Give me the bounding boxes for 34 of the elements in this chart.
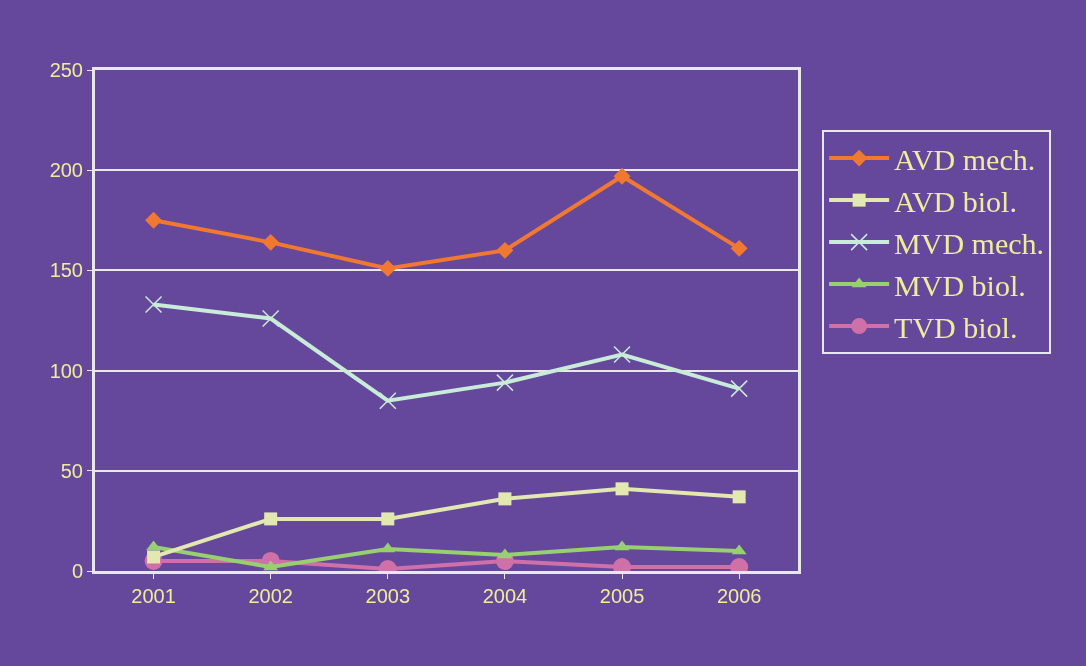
point: [261, 309, 280, 328]
y-tick-label: 100: [49, 359, 83, 382]
point: [379, 391, 397, 410]
y-tick-label: 0: [71, 560, 83, 582]
x-tick-label: 2001: [131, 585, 176, 607]
x-tick-label: 2003: [365, 585, 411, 607]
point: [615, 482, 629, 496]
point: [496, 241, 514, 259]
point: [496, 373, 514, 392]
legend-label: AVD mech.: [894, 142, 1036, 176]
x-tick-label: 2004: [482, 585, 528, 607]
legend-label: MVD mech.: [894, 226, 1045, 260]
x-tick-label: 2006: [716, 585, 762, 607]
point: [730, 379, 748, 398]
point: [145, 211, 163, 229]
point: [144, 295, 163, 314]
y-tick-label: 200: [49, 159, 83, 182]
legend-label: AVD biol.: [894, 184, 1017, 218]
x-tick-label: 2005: [599, 585, 645, 607]
point: [732, 490, 746, 504]
y-tick-label: 150: [49, 259, 83, 282]
point: [262, 233, 280, 251]
legend-label: TVD biol.: [894, 310, 1018, 344]
point: [379, 259, 397, 277]
point: [381, 512, 395, 526]
point: [498, 492, 512, 506]
x-tick-label: 2002: [248, 585, 293, 607]
legend-label: MVD biol.: [894, 268, 1026, 302]
y-tick-label: 250: [49, 59, 83, 81]
point: [264, 512, 278, 526]
point: [613, 167, 631, 185]
point: [613, 345, 631, 364]
point: [730, 239, 748, 257]
y-tick-label: 50: [60, 459, 83, 482]
